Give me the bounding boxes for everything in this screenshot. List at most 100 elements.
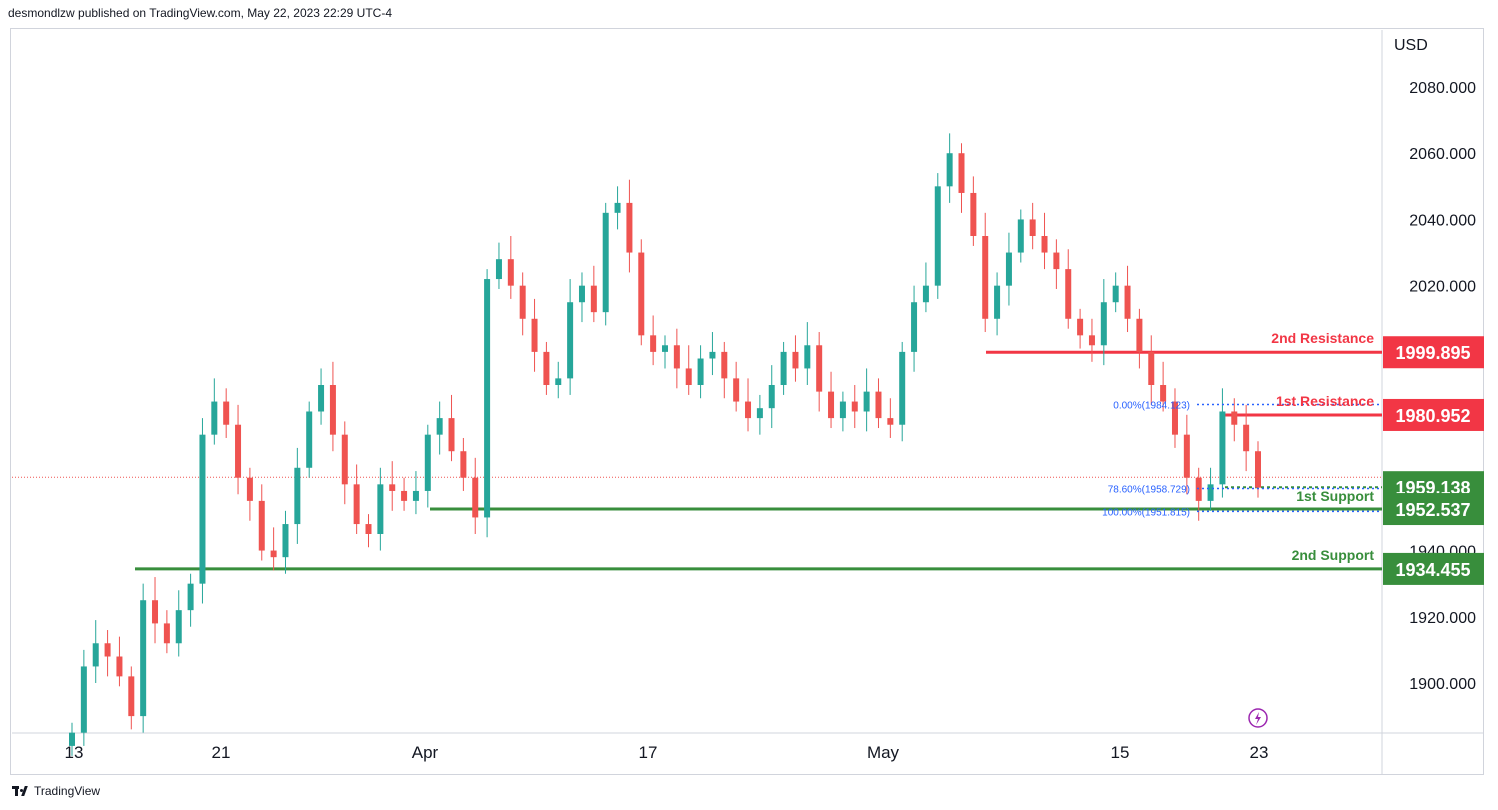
candle-body (329, 385, 336, 435)
level-price-label: 1934.455 (1395, 560, 1470, 580)
x-tick-label: 15 (1111, 743, 1130, 762)
level-price-box (1383, 398, 1484, 431)
candle-body (555, 378, 562, 385)
candle-body (223, 401, 230, 425)
x-tick-label: 13 (65, 743, 84, 762)
candle-body (294, 467, 301, 525)
candle-body (839, 401, 846, 419)
candle-body (353, 484, 360, 525)
fib-level-label: 0.00%(1984.123) (1113, 400, 1190, 411)
candle-body (756, 408, 763, 419)
candle-body (531, 318, 538, 352)
candle-body (1231, 411, 1238, 425)
y-tick-label: 2060.000 (1409, 146, 1476, 163)
candle-body (1255, 451, 1261, 488)
candle-body (1160, 385, 1167, 402)
candle-body (472, 477, 479, 518)
candle-body (721, 351, 728, 379)
footer-brand: TradingView (34, 784, 101, 798)
candle-body (519, 285, 526, 319)
candle-body (1065, 269, 1072, 319)
candle-body (128, 676, 135, 717)
candle-body (1077, 318, 1084, 336)
lightning-bolt-icon (1255, 712, 1261, 725)
candle-body (365, 524, 372, 534)
candle-body (745, 401, 752, 419)
candle-body (934, 186, 941, 286)
level-price-box (1383, 552, 1484, 585)
candle-body (590, 285, 597, 313)
candle-body (187, 583, 194, 611)
candle-body (211, 401, 218, 435)
candle-body (875, 391, 882, 419)
candle-body (1124, 285, 1131, 319)
candle-body (863, 391, 870, 412)
candle-body (792, 351, 799, 369)
x-tick-label: May (867, 743, 900, 762)
candle-body (1148, 351, 1155, 385)
y-tick-label: 2040.000 (1409, 212, 1476, 229)
candle-body (69, 732, 75, 746)
publish-info: desmondlzw published on TradingView.com,… (8, 6, 392, 20)
candle-body (887, 418, 894, 425)
level-price-label: 1980.952 (1395, 406, 1470, 426)
candle-body (152, 600, 159, 624)
tradingview-logo-icon (12, 786, 30, 796)
candle-body (911, 302, 918, 352)
candle-body (1005, 252, 1012, 286)
candle-body (318, 385, 325, 412)
candle-body (602, 212, 609, 313)
candle-body (922, 285, 929, 303)
grid-layer (12, 30, 1484, 775)
fib-layer: 0.00%(1984.123) 78.60%(1958.729) 100.00%(1… (1102, 400, 1382, 518)
candle-body (306, 411, 313, 468)
candle-body (412, 490, 419, 501)
candle-body (389, 484, 396, 491)
x-tick-label: 23 (1250, 743, 1269, 762)
labels-layer: 1999.895 2nd Resistance 1980.952 1st Resist… (1248, 330, 1484, 728)
candle-body (246, 477, 253, 501)
candle-body (163, 623, 170, 644)
candle-body (1100, 302, 1107, 346)
y-tick-label: 1900.000 (1409, 676, 1476, 693)
candle-body (567, 302, 574, 379)
level-price-box (1383, 493, 1484, 526)
candle-body (80, 666, 87, 733)
candle-body (401, 490, 408, 501)
level-name-label: 2nd Support (1292, 547, 1375, 563)
candle-body (92, 643, 99, 667)
level-price-label: 1999.895 (1395, 343, 1470, 363)
candle-body (982, 236, 989, 319)
candle-body (768, 385, 775, 409)
candle-body (1219, 411, 1226, 485)
candle-body (650, 335, 657, 352)
candle-body (1243, 424, 1250, 452)
candle-body (614, 202, 621, 213)
candle-body (104, 643, 111, 657)
level-name-label: 2nd Resistance (1271, 330, 1374, 346)
candle-body (175, 610, 182, 644)
candle-body (507, 259, 514, 286)
candle-body (1088, 335, 1095, 346)
candle-body (709, 351, 716, 359)
candle-body (899, 351, 906, 425)
candle-body (1017, 219, 1024, 253)
candle-body (673, 345, 680, 369)
candle-body (1207, 484, 1214, 501)
candle-body (804, 345, 811, 369)
candle-body (377, 484, 384, 534)
candle-body (258, 500, 265, 551)
currency-label: USD (1394, 37, 1428, 54)
candle-body (733, 378, 740, 402)
candle-body (578, 285, 585, 303)
candle-body (685, 368, 692, 385)
candle-body (851, 401, 858, 412)
candle-body (662, 345, 668, 352)
candle-body (495, 259, 502, 280)
candle-body (1112, 285, 1119, 303)
level-name-label: 1st Resistance (1276, 393, 1374, 409)
y-tick-label: 2080.000 (1409, 80, 1476, 97)
fib-level-label: 100.00%(1951.815) (1102, 507, 1190, 518)
candle-body (424, 434, 431, 491)
